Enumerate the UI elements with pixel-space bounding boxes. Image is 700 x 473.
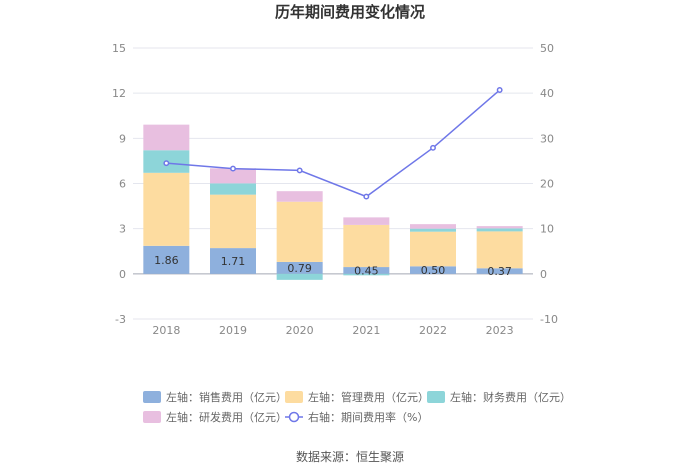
line-point [230, 165, 236, 172]
bar-data-label: 0.37 [487, 265, 512, 278]
legend-label: 左轴：财务费用（亿元） [450, 390, 571, 404]
right-tick-label: 20 [540, 178, 554, 191]
bar-segment [410, 224, 456, 229]
bar-segment [476, 268, 523, 274]
bar-segment [143, 124, 190, 151]
left-tick-label: -3 [115, 313, 126, 326]
x-tick-label: 2020 [286, 324, 314, 337]
legend-swatch [285, 391, 303, 403]
line-point [496, 87, 503, 93]
bar-segment [410, 231, 456, 267]
legend-label: 左轴：管理费用（亿元） [308, 390, 429, 404]
right-tick-label: 0 [540, 268, 547, 281]
right-tick-label: 10 [540, 223, 554, 236]
chart-title: 历年期间费用变化情况 [275, 3, 425, 21]
line-point [363, 193, 370, 200]
bar-data-label: 1.86 [154, 254, 179, 267]
bar-data-label: 0.79 [287, 262, 312, 275]
bar-segment [343, 224, 390, 268]
grid [133, 47, 533, 320]
bar-segment [143, 172, 190, 246]
legend-label: 右轴：期间费用率（%） [308, 410, 428, 424]
line-point [296, 167, 303, 174]
bar-data-label: 1.71 [221, 255, 246, 268]
data-labels: 1.86 1.71 0.79 0.45 0.50 0.37 [154, 254, 512, 278]
bar-segment [210, 248, 256, 274]
line-point [430, 144, 436, 151]
bar-data-label: 0.50 [421, 264, 446, 277]
bar-segment [276, 261, 323, 274]
bar-segment [143, 245, 190, 274]
right-axis: 50 40 30 20 10 0 -10 [540, 42, 558, 326]
bars [143, 124, 523, 280]
left-tick-label: 9 [119, 132, 126, 145]
legend-swatch [427, 391, 445, 403]
bar-segment [343, 267, 390, 274]
bar-segment [276, 273, 323, 280]
legend[interactable]: 左轴：销售费用（亿元） 左轴：管理费用（亿元） 左轴：财务费用（亿元） 左轴：研发费用… [143, 390, 571, 424]
bar-segment [476, 226, 523, 229]
bar-segment [276, 201, 323, 262]
bar-segment [476, 231, 523, 269]
legend-label: 左轴：销售费用（亿元） [166, 390, 287, 404]
bar-segment [343, 217, 390, 225]
legend-label: 左轴：研发费用（亿元） [166, 410, 287, 424]
line-point [163, 160, 170, 167]
right-tick-label: 40 [540, 87, 554, 100]
legend-swatch [143, 411, 161, 423]
bar-segment [476, 228, 523, 232]
x-tick-label: 2018 [152, 324, 180, 337]
x-tick-label: 2022 [419, 324, 447, 337]
left-tick-label: 12 [112, 87, 126, 100]
bar-segment [210, 194, 256, 249]
right-tick-label: -10 [540, 313, 558, 326]
left-tick-label: 15 [112, 42, 126, 55]
line-series [163, 87, 503, 200]
source-note: 数据来源：恒生聚源 [296, 449, 404, 464]
right-tick-label: 50 [540, 42, 554, 55]
bar-segment [276, 191, 323, 202]
x-axis: 2018 2019 2020 2021 2022 2023 [152, 324, 513, 337]
x-tick-label: 2019 [219, 324, 247, 337]
left-axis: 15 12 9 6 3 0 -3 [112, 42, 126, 326]
legend-swatch [143, 391, 161, 403]
left-tick-label: 6 [119, 178, 126, 191]
bar-segment [343, 273, 390, 276]
legend-marker-swatch [288, 411, 300, 423]
left-tick-label: 0 [119, 268, 126, 281]
left-tick-label: 3 [119, 223, 126, 236]
bar-segment [410, 228, 456, 232]
bar-segment [410, 266, 456, 274]
x-tick-label: 2023 [486, 324, 514, 337]
line-path [166, 89, 501, 198]
right-tick-label: 30 [540, 132, 554, 145]
bar-data-label: 0.45 [354, 264, 379, 277]
bar-segment [210, 168, 256, 184]
x-tick-label: 2021 [352, 324, 380, 337]
bar-segment [210, 183, 256, 195]
